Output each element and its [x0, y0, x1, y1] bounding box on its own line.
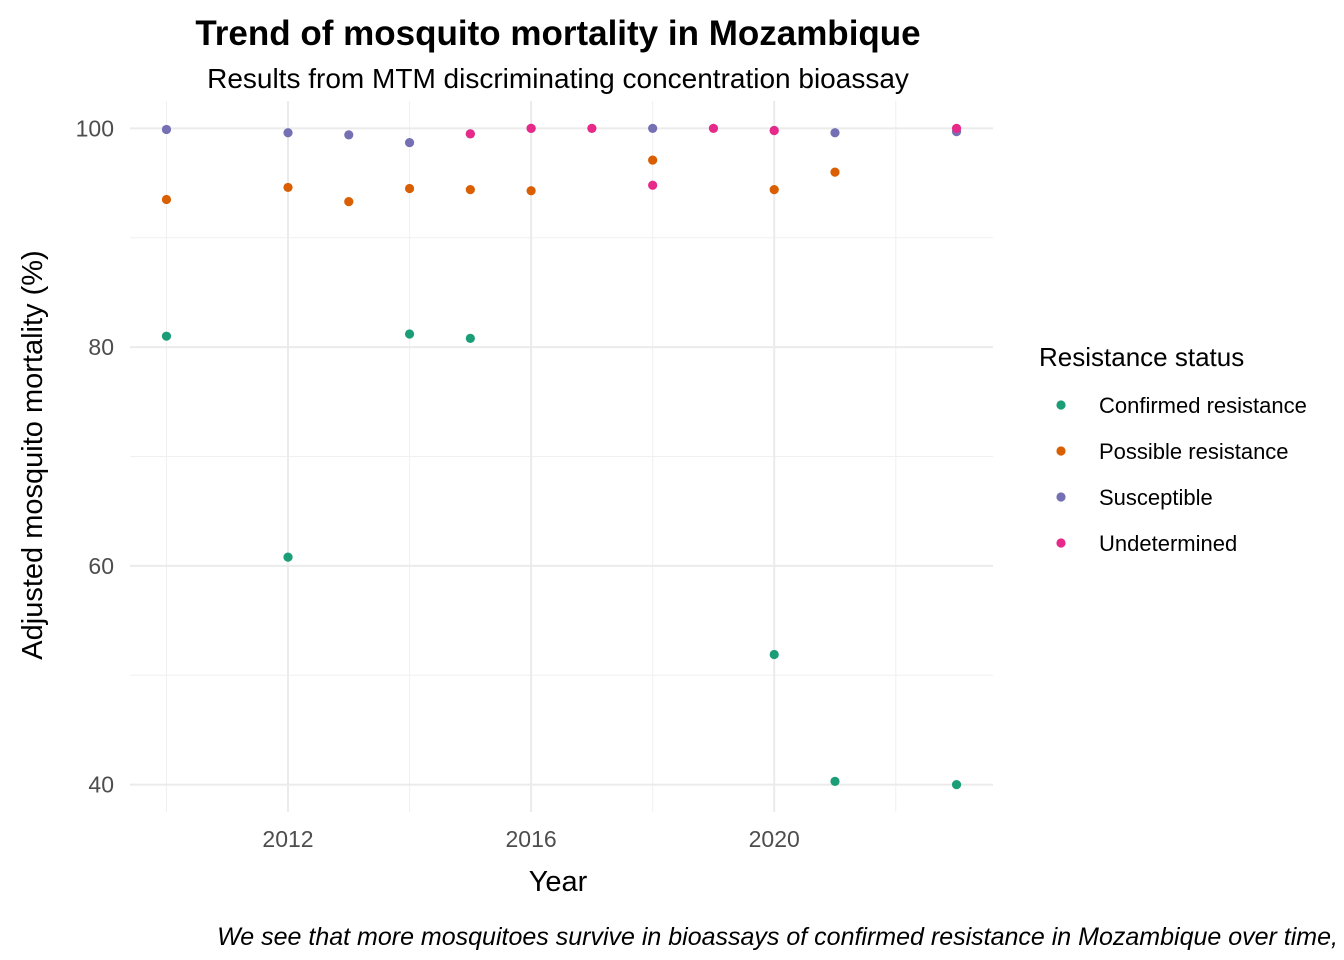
point-possible-resistance [161, 194, 172, 205]
point-possible-resistance [465, 185, 475, 195]
chart-caption: We see that more mosquitoes survive in b… [217, 923, 1338, 951]
y-tick-label: 40 [88, 772, 114, 798]
data-points [161, 123, 962, 790]
point-confirmed-resistance [161, 331, 172, 341]
legend-key-possible-resistance [1056, 446, 1066, 456]
legend-label-susceptible: Susceptible [1099, 485, 1213, 510]
point-possible-resistance [830, 167, 840, 177]
legend-label-undetermined: Undetermined [1099, 531, 1237, 556]
legend-key-confirmed-resistance [1056, 400, 1066, 410]
grid-lines [130, 101, 993, 812]
point-undetermined [587, 123, 597, 133]
legend-items: Confirmed resistance Possible resistance S… [1056, 393, 1307, 556]
point-susceptible [830, 128, 840, 138]
point-possible-resistance [283, 182, 293, 193]
legend: Resistance status Confirmed resistance Po… [1039, 342, 1307, 556]
point-possible-resistance [648, 155, 658, 165]
legend-label-confirmed-resistance: Confirmed resistance [1099, 393, 1307, 418]
legend-title: Resistance status [1039, 342, 1244, 372]
y-axis-ticks: 40 60 80 100 [76, 115, 114, 797]
legend-label-possible-resistance: Possible resistance [1099, 439, 1289, 464]
y-tick-label: 60 [88, 553, 114, 579]
point-possible-resistance [404, 183, 415, 194]
point-susceptible [283, 128, 293, 138]
point-confirmed-resistance [283, 552, 293, 562]
point-susceptible [404, 137, 415, 148]
y-axis-title: Adjusted mosquito mortality (%) [17, 250, 49, 659]
x-tick-label: 2012 [262, 826, 313, 852]
point-undetermined [769, 125, 779, 136]
point-susceptible [344, 130, 354, 140]
legend-key-susceptible [1056, 492, 1066, 502]
point-undetermined [465, 129, 475, 139]
y-tick-label: 100 [76, 115, 114, 141]
point-confirmed-resistance [404, 329, 415, 339]
y-tick-label: 80 [88, 334, 114, 360]
point-confirmed-resistance [830, 776, 840, 786]
point-undetermined [648, 180, 658, 190]
point-possible-resistance [526, 186, 536, 196]
x-axis-ticks: 2012 2016 2020 [262, 826, 799, 852]
point-possible-resistance [769, 185, 779, 195]
point-susceptible [161, 124, 172, 135]
x-axis-title: Year [529, 866, 588, 898]
chart-title: Trend of mosquito mortality in Mozambiqu… [195, 14, 920, 53]
x-tick-label: 2016 [506, 826, 557, 852]
point-undetermined [526, 123, 536, 133]
point-confirmed-resistance [951, 780, 962, 790]
point-undetermined [951, 123, 962, 133]
point-confirmed-resistance [769, 649, 779, 660]
point-undetermined [708, 123, 719, 133]
point-possible-resistance [344, 197, 354, 207]
x-tick-label: 2020 [749, 826, 800, 852]
point-susceptible [648, 123, 658, 133]
legend-key-undetermined [1056, 538, 1066, 548]
point-confirmed-resistance [465, 333, 475, 343]
chart-subtitle: Results from MTM discriminating concentr… [207, 63, 909, 94]
